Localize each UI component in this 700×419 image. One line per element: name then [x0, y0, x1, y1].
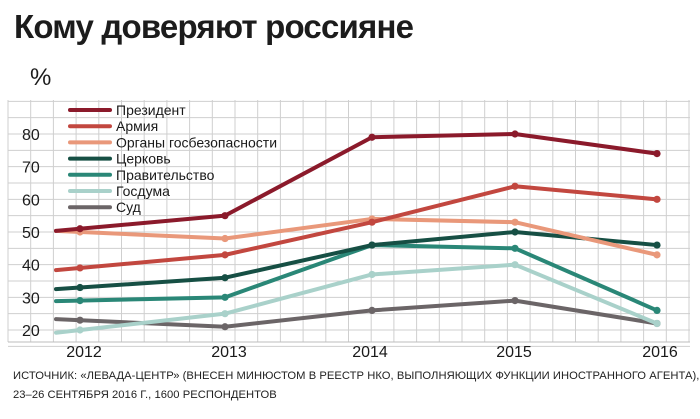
x-axis-ticks: 2012 2013 2014 2015 2016: [66, 344, 678, 361]
y-tick-label: 60: [22, 192, 40, 209]
chart-title: Кому доверяют россияне: [14, 8, 414, 45]
x-tick-label: 2013: [211, 344, 247, 361]
legend-label: Президент: [116, 102, 186, 118]
y-tick-label: 40: [22, 258, 40, 275]
data-point: [221, 293, 229, 301]
data-point: [511, 130, 519, 138]
data-point: [221, 323, 229, 331]
unit-label: %: [30, 64, 52, 91]
data-point: [653, 306, 661, 314]
data-point: [76, 297, 84, 305]
source-line-2: 23–26 СЕНТЯБРЯ 2016 Г., 1600 РЕСПОНДЕНТО…: [13, 389, 277, 401]
x-tick-label: 2015: [496, 344, 532, 361]
data-point: [221, 310, 229, 318]
y-tick-label: 20: [22, 323, 40, 340]
data-point: [653, 241, 661, 249]
data-point: [368, 241, 376, 249]
y-tick-label: 80: [22, 127, 40, 144]
x-tick-label: 2012: [66, 344, 102, 361]
data-point: [76, 326, 84, 334]
legend-label: Армия: [116, 118, 158, 134]
data-point: [653, 150, 661, 158]
data-point: [221, 234, 229, 243]
data-point: [368, 133, 376, 141]
y-tick-label: 50: [22, 225, 40, 242]
x-tick-label: 2016: [642, 344, 678, 361]
data-point: [221, 274, 229, 282]
legend-label: Правительство: [116, 167, 215, 183]
data-point: [76, 283, 84, 292]
legend-label: Госдума: [116, 183, 170, 199]
data-point: [511, 244, 519, 252]
legend-label: Органы госбезопасности: [116, 134, 277, 150]
y-axis-ticks: 20 30 40 50 60 70 80: [22, 127, 40, 340]
data-point: [511, 297, 519, 305]
data-point: [368, 306, 376, 314]
data-point: [76, 225, 84, 233]
data-point: [221, 251, 229, 259]
legend-label: Суд: [116, 199, 141, 215]
data-point: [511, 218, 519, 226]
x-tick-label: 2014: [352, 344, 388, 361]
y-tick-label: 30: [22, 290, 40, 307]
data-point: [511, 261, 519, 269]
legend-label: Церковь: [116, 151, 171, 167]
data-point: [368, 270, 376, 279]
y-tick-label: 70: [22, 160, 40, 177]
data-point: [511, 228, 519, 236]
data-point: [221, 212, 229, 220]
source-note: ИСТОЧНИК: «ЛЕВАДА-ЦЕНТР» (ВНЕСЕН МИНЮСТО…: [13, 367, 700, 405]
data-point: [76, 264, 84, 272]
data-point: [511, 182, 519, 190]
data-point: [653, 195, 661, 203]
data-point: [653, 319, 661, 328]
series-lines: [54, 130, 661, 335]
data-point: [368, 218, 376, 226]
source-line-1: ИСТОЧНИК: «ЛЕВАДА-ЦЕНТР» (ВНЕСЕН МИНЮСТО…: [13, 370, 700, 382]
data-point: [653, 251, 661, 259]
data-point: [76, 316, 84, 324]
